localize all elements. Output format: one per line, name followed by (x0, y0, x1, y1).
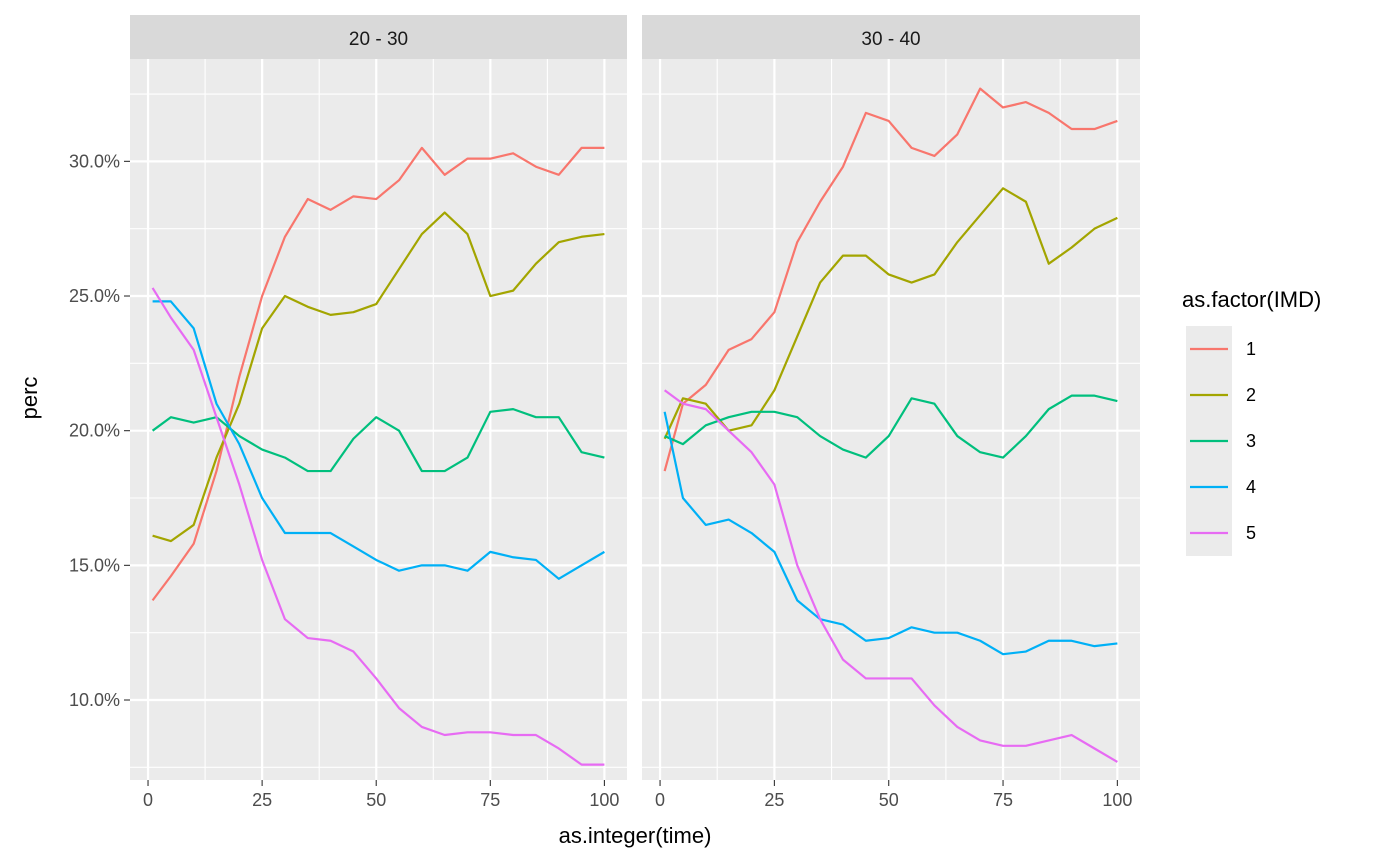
legend-label: 3 (1246, 431, 1256, 451)
series-line-5 (663, 389, 1118, 763)
y-tick-label: 25.0% (69, 286, 120, 306)
x-tick-label: 0 (655, 790, 665, 810)
legend-title: as.factor(IMD) (1182, 287, 1321, 312)
panel-2: 30 - 40 0 25 50 75 100 (642, 15, 1140, 810)
x-tick-label: 75 (993, 790, 1013, 810)
series-line-1 (663, 87, 1118, 472)
series-line-3 (151, 408, 605, 473)
x-tick-label: 50 (366, 790, 386, 810)
series-line-2 (663, 187, 1118, 440)
y-tick-label: 10.0% (69, 690, 120, 710)
y-tick-label: 15.0% (69, 555, 120, 575)
series-line-5 (151, 287, 605, 766)
legend-label: 4 (1246, 477, 1256, 497)
facet-strip-label: 30 - 40 (861, 29, 920, 50)
x-tick-label: 75 (480, 790, 500, 810)
facet-strip (642, 15, 1140, 59)
x-tick-label: 50 (879, 790, 899, 810)
y-tick-label: 30.0% (69, 151, 120, 171)
facet-strip (130, 15, 627, 59)
legend-label: 1 (1246, 339, 1256, 359)
series-line-4 (663, 411, 1118, 656)
legend-label: 5 (1246, 523, 1256, 543)
x-tick-label: 0 (143, 790, 153, 810)
legend-label: 2 (1246, 385, 1256, 405)
facet-strip-label: 20 - 30 (349, 29, 408, 50)
panel-1: 20 - 30 0 25 50 75 100 10.0% 15.0% 20.0% 25.0% 30.… (69, 15, 627, 810)
panels: 20 - 30 0 25 50 75 100 10.0% 15.0% 20.0% 25.0% 30.… (69, 15, 1140, 810)
legend-keys: 1 2 3 4 5 (1186, 326, 1256, 556)
series-line-4 (152, 300, 605, 580)
x-tick-label: 100 (589, 790, 619, 810)
x-axis-title: as.integer(time) (559, 823, 712, 848)
series-line-3 (664, 394, 1118, 459)
legend: as.factor(IMD) 1 2 3 4 5 (1182, 287, 1321, 556)
y-axis-title: perc (17, 377, 42, 420)
x-tick-label: 100 (1102, 790, 1132, 810)
x-tick-label: 25 (764, 790, 784, 810)
x-tick-label: 25 (252, 790, 272, 810)
y-tick-label: 20.0% (69, 421, 120, 441)
